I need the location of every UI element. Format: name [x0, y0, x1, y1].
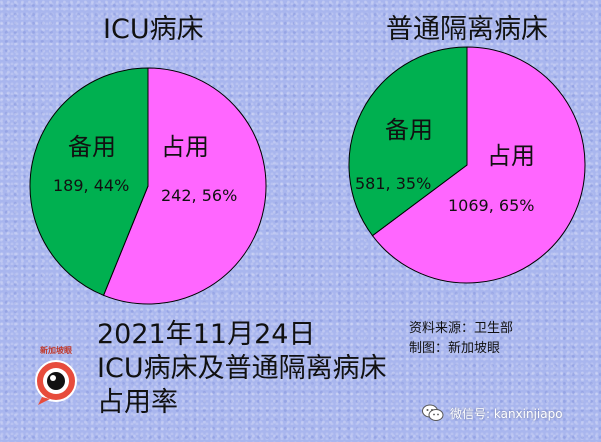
- icu-pie-chart: ICU病床 占用 242, 56% 备用 189, 44%: [29, 14, 267, 305]
- isolation-spare-value: 581, 35%: [355, 174, 431, 193]
- isolation-pie-chart: 普通隔离病床 占用 1069, 65% 备用 581, 35%: [348, 14, 586, 284]
- isolation-slice-occupied: [371, 46, 586, 284]
- source-credit: 资料来源：卫生部: [409, 321, 514, 336]
- logo-text: 新加坡眼: [40, 346, 72, 355]
- wechat-watermark: 微信号: kanxinjiapo: [422, 404, 563, 422]
- wechat-id: 微信号: kanxinjiapo: [450, 406, 563, 421]
- eye-logo-icon: [35, 360, 77, 405]
- main-title-metric: 占用率: [97, 387, 178, 418]
- icu-occupied-label: 占用: [161, 133, 209, 161]
- logo: 新加坡眼: [28, 345, 84, 407]
- main-title: 2021年11月24日 ICU病床及普通隔离病床 占用率: [97, 318, 387, 420]
- isolation-slice-spare: [348, 46, 468, 237]
- isolation-chart-title: 普通隔离病床: [386, 14, 548, 45]
- icu-slice-spare: [29, 67, 149, 296]
- wechat-icon: [422, 404, 444, 421]
- isolation-occupied-label: 占用: [487, 142, 535, 170]
- main-title-subject: ICU病床及普通隔离病床: [97, 353, 387, 384]
- icu-spare-value: 189, 44%: [53, 176, 129, 195]
- credits: 资料来源：卫生部 制图：新加坡眼: [409, 319, 513, 359]
- icu-chart-title: ICU病床: [103, 14, 204, 45]
- icu-spare-label: 备用: [68, 133, 116, 161]
- isolation-occupied-value: 1069, 65%: [448, 196, 534, 215]
- main-title-date: 2021年11月24日: [97, 319, 316, 350]
- icu-slice-occupied: [102, 67, 267, 305]
- icu-occupied-value: 242, 56%: [161, 186, 237, 205]
- isolation-spare-label: 备用: [385, 116, 433, 144]
- maker-credit: 制图：新加坡眼: [409, 341, 501, 356]
